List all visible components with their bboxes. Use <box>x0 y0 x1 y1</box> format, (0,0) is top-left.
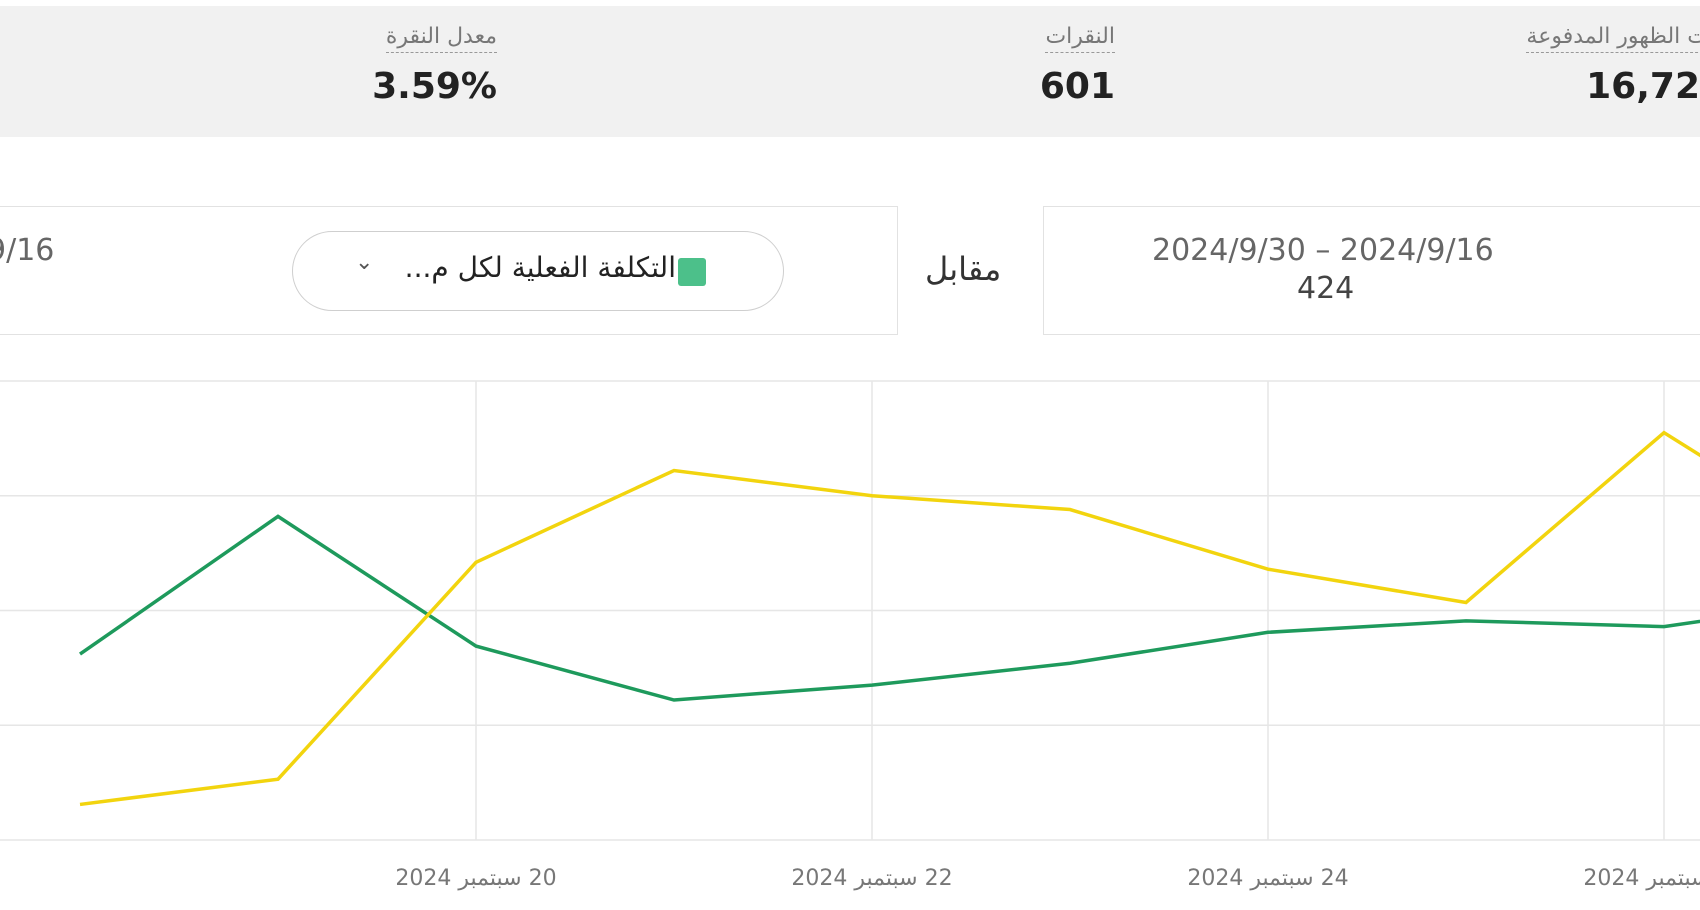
metric-ctr-value: 3.59% <box>372 66 497 107</box>
primary-date-range-count: 424 <box>1297 271 1355 306</box>
metric-color-swatch <box>678 258 706 286</box>
primary-date-range[interactable]: 2024/9/30 – 2024/9/16 424 <box>1043 206 1700 335</box>
metrics-band <box>0 6 1700 137</box>
x-tick-label: 20 سبتمبر 2024 <box>395 866 556 891</box>
metric-impressions-value: 16,72 <box>1586 66 1700 107</box>
x-tick-label: 22 سبتمبر 2024 <box>791 866 952 891</box>
chevron-down-icon: ⌄ <box>355 250 374 275</box>
x-tick-label: 26 سبتمبر 2024 <box>1583 866 1700 891</box>
primary-date-range-dates: 2024/9/30 – 2024/9/16 <box>1152 233 1494 268</box>
metric-clicks-label[interactable]: النقرات <box>1045 22 1115 53</box>
metric-select-dropdown[interactable]: التكلفة الفعلية لكل م... ⌄ <box>292 231 784 311</box>
x-tick-label: 24 سبتمبر 2024 <box>1187 866 1348 891</box>
metric-ctr: معدل النقرة 3.59% <box>360 0 497 131</box>
metric-select-label: التكلفة الفعلية لكل م... <box>404 251 676 284</box>
metric-clicks-value: 601 <box>1039 66 1115 107</box>
metric-ctr-label[interactable]: معدل النقرة <box>385 22 497 53</box>
compare-date-range-dates: 9/16 <box>0 233 55 268</box>
metric-clicks: النقرات 601 <box>1020 0 1115 131</box>
metric-impressions: ت الظهور المدفوعة 16,72 <box>1470 0 1700 131</box>
compare-vs-label: مقابل <box>925 250 1002 288</box>
series-line-0 <box>79 514 1700 702</box>
series-line-1 <box>79 430 1700 807</box>
metric-impressions-label[interactable]: ت الظهور المدفوعة <box>1526 22 1700 53</box>
